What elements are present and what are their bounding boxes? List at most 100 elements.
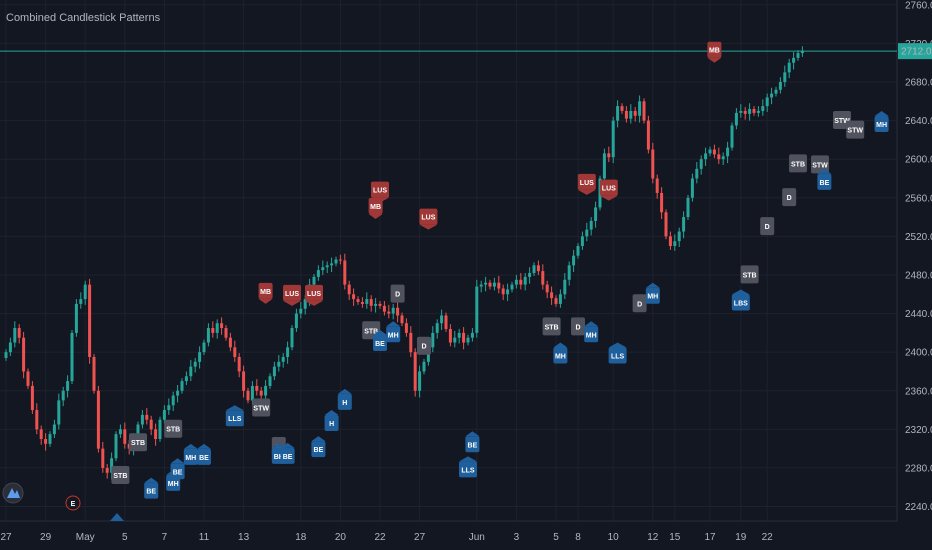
tag-label: LUS	[373, 188, 387, 195]
candle	[611, 116, 615, 164]
candle	[378, 301, 382, 309]
candle-body	[488, 282, 492, 287]
candle-body	[294, 313, 298, 329]
tag-label: MH	[555, 354, 566, 361]
candle	[325, 261, 329, 274]
candle	[162, 405, 166, 424]
candle-body	[682, 217, 686, 232]
candle-body	[374, 303, 378, 306]
x-tick-label: 20	[335, 532, 347, 543]
candle-body	[660, 192, 664, 213]
tag-box	[577, 173, 596, 190]
candle	[585, 222, 589, 242]
candle-body	[365, 299, 369, 304]
x-tick-label: 22	[762, 532, 774, 543]
x-tick-label: 22	[374, 532, 386, 543]
y-tick-label: 2520.00	[905, 232, 932, 243]
tag-label: LUS	[580, 180, 594, 187]
candle-body	[343, 260, 347, 285]
pattern-tag-lus: LUS	[419, 208, 438, 230]
candle	[664, 209, 668, 240]
candle	[48, 431, 52, 447]
y-tick-label: 2360.00	[905, 386, 932, 397]
tag-arrow	[368, 214, 383, 220]
candle	[761, 99, 765, 116]
candle-body	[189, 366, 193, 377]
tag-arrow	[225, 405, 244, 411]
candle-body	[484, 282, 488, 285]
candle	[796, 50, 800, 61]
tag-box	[608, 347, 627, 364]
candle-body	[382, 305, 386, 312]
candle-body	[44, 438, 48, 444]
candle-body	[237, 356, 241, 372]
x-tick-label: 19	[735, 532, 747, 543]
candle-body	[567, 265, 571, 280]
pattern-tag-lus: LUS	[371, 181, 389, 203]
candle	[184, 371, 188, 385]
candle-body	[290, 328, 294, 348]
x-tick-label: 27	[0, 532, 12, 543]
tag-box	[129, 433, 147, 452]
candle-body	[66, 381, 70, 391]
candle	[167, 398, 171, 415]
candle-body	[409, 332, 413, 353]
tag-arrow	[324, 410, 339, 416]
candle	[756, 106, 760, 117]
candle	[497, 275, 501, 294]
candle-body	[620, 106, 624, 111]
candle-body	[695, 168, 699, 179]
tag-arrow	[731, 289, 750, 295]
candle	[418, 365, 422, 398]
candle-body	[92, 356, 96, 391]
candle-body	[114, 434, 118, 459]
candle	[118, 424, 122, 439]
candle	[792, 52, 796, 70]
pattern-tag-stw: STW	[846, 120, 865, 139]
candle-body	[448, 329, 452, 343]
candle-body	[704, 153, 708, 160]
pattern-tag-stb: STB	[111, 466, 130, 485]
candle	[330, 257, 334, 273]
candle	[360, 297, 364, 308]
candle-body	[541, 271, 545, 285]
candle	[35, 403, 39, 435]
candle-body	[228, 337, 232, 348]
candle	[17, 324, 21, 344]
candle-body	[646, 120, 650, 150]
candle	[594, 201, 598, 228]
candle	[638, 95, 642, 123]
candle	[4, 349, 8, 361]
candle-body	[677, 231, 681, 242]
candle	[189, 359, 193, 382]
tag-box	[280, 447, 295, 464]
tag-box	[874, 115, 889, 132]
candle	[391, 303, 395, 320]
candle-body	[532, 265, 536, 274]
candle	[734, 108, 738, 130]
candle-body	[721, 156, 725, 160]
candle-body	[611, 120, 615, 158]
candle	[519, 273, 523, 290]
candle	[624, 106, 628, 123]
candle-body	[453, 337, 457, 343]
y-tick-label: 2480.00	[905, 270, 932, 281]
candle-body	[338, 259, 342, 261]
candle-body	[193, 361, 197, 367]
candle	[39, 425, 43, 445]
candle-body	[708, 149, 712, 154]
candle	[470, 328, 474, 342]
tag-label: STB	[743, 272, 757, 279]
candle	[224, 325, 228, 341]
candle-body	[396, 307, 400, 316]
last-price-label: 2712.00	[901, 47, 932, 58]
tag-box	[183, 448, 198, 465]
tag-box	[324, 415, 339, 432]
candle	[281, 353, 285, 368]
candle-body	[35, 410, 39, 430]
candle-body	[264, 385, 268, 396]
candle	[708, 146, 712, 157]
tag-box	[170, 463, 185, 480]
tag-label: MH	[168, 481, 179, 488]
